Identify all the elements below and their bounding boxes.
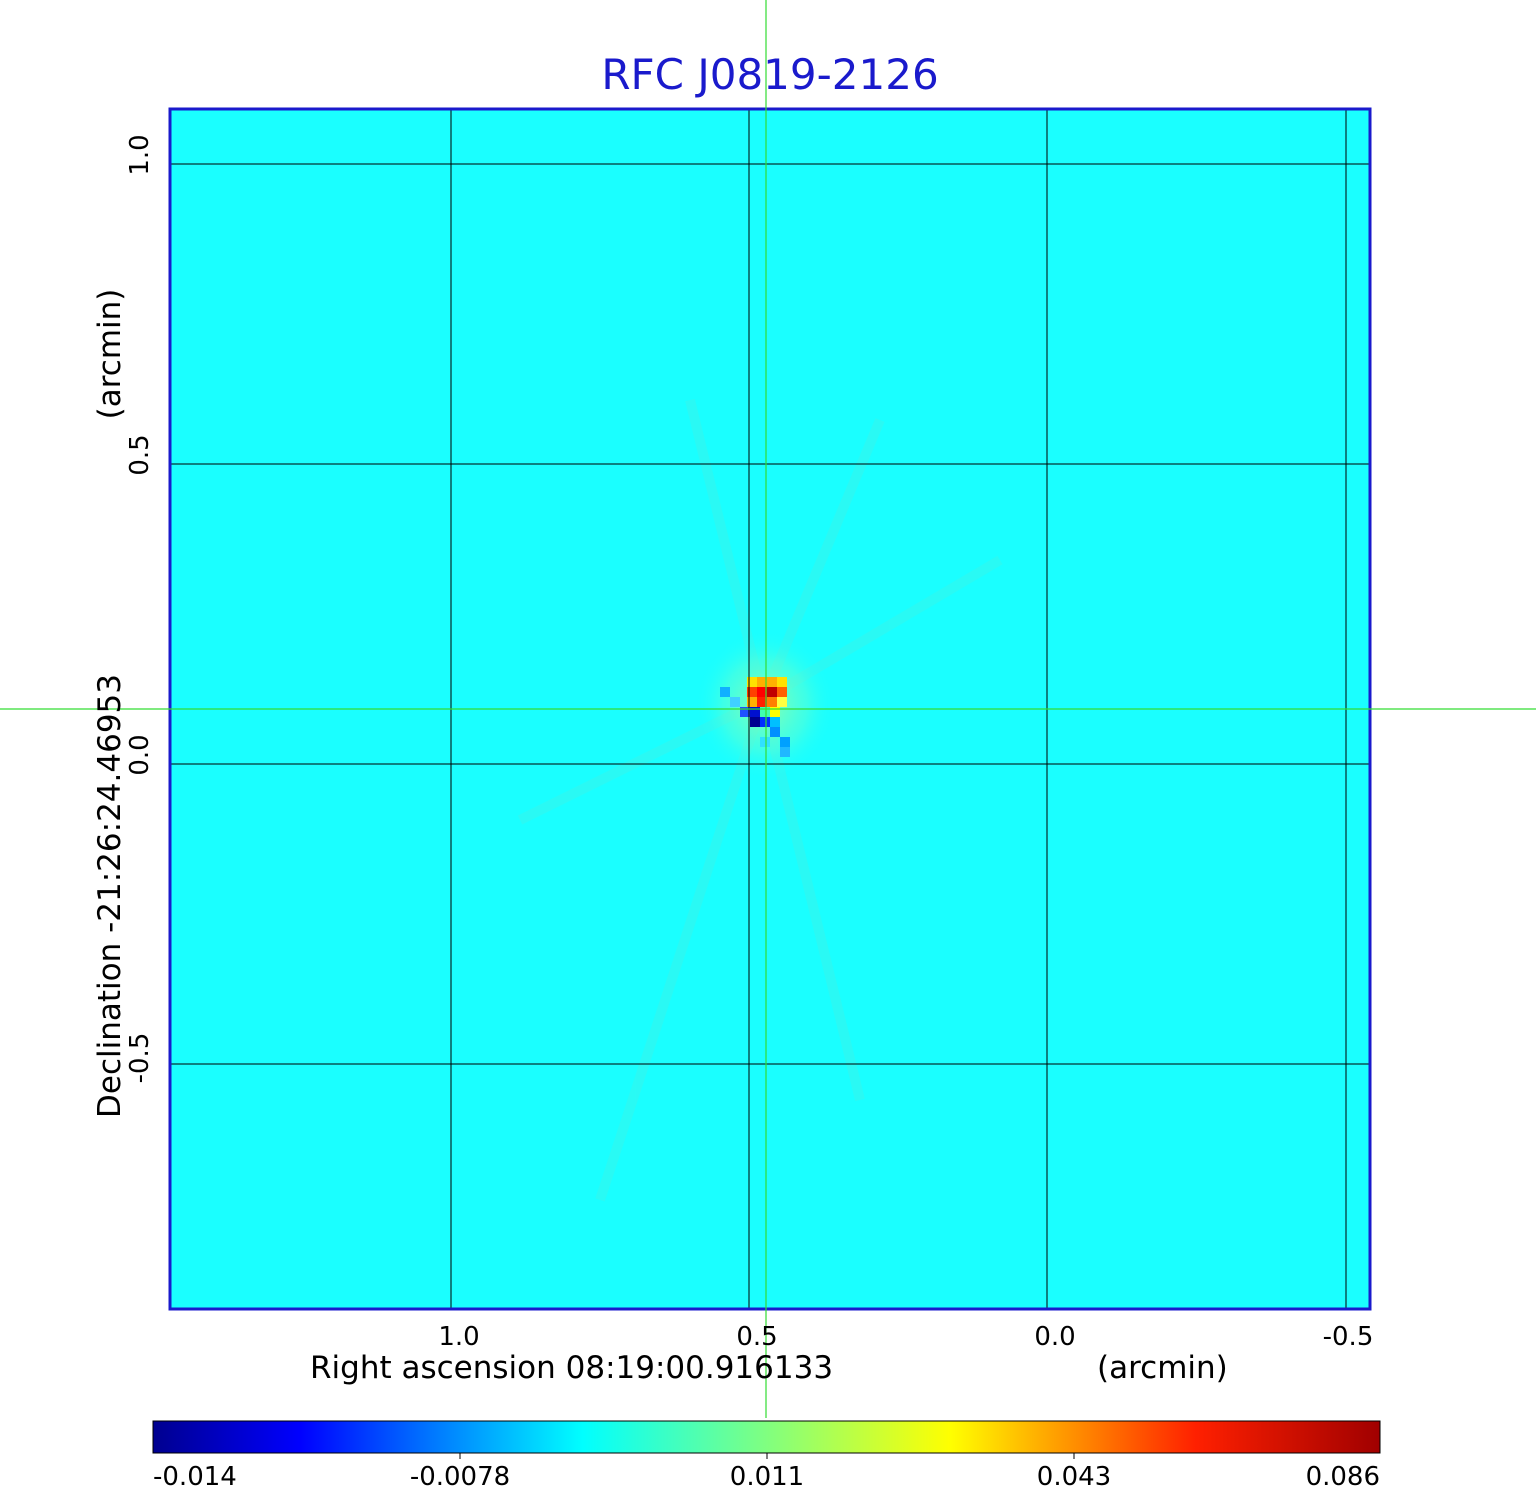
source-pixels (720, 677, 790, 757)
colorbar-tick-label: -0.0078 (409, 1462, 511, 1492)
colorbar (152, 1420, 1381, 1454)
crosshair (0, 0, 1536, 1418)
y-tick-label: -0.5 (125, 1032, 155, 1084)
y-tick-label: 0.5 (125, 434, 155, 476)
x-axis-label: Right ascension 08:19:00.916133 (310, 1350, 834, 1386)
x-tick-label: 0.0 (1034, 1322, 1076, 1352)
y-axis-unit: (arcmin) (92, 288, 128, 420)
x-tick-label: -0.5 (1322, 1322, 1374, 1352)
chart-title: RFC J0819-2126 (601, 50, 939, 99)
y-axis-label: Declination -21:26:24.46953 (92, 674, 128, 1118)
colorbar-ticks (459, 1453, 1075, 1459)
x-tick-label: 0.5 (736, 1322, 778, 1352)
colorbar-tick-label: -0.014 (153, 1462, 237, 1492)
colorbar-tick-label: 0.086 (1305, 1462, 1380, 1492)
x-axis-unit: (arcmin) (1097, 1350, 1228, 1386)
colorbar-tick-label: 0.043 (1036, 1462, 1112, 1492)
y-tick-label: 0.0 (125, 734, 155, 776)
x-tick-label: 1.0 (438, 1322, 480, 1352)
colorbar-tick-label: 0.011 (729, 1462, 805, 1492)
y-tick-label: 1.0 (125, 134, 155, 176)
